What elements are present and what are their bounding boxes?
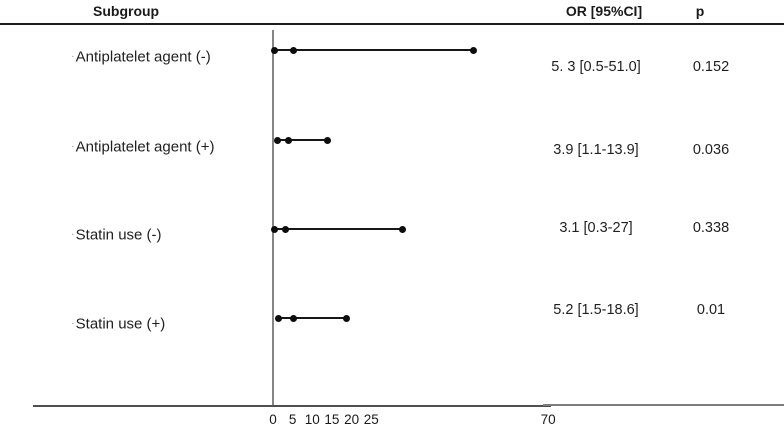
x-tick-label: 0 bbox=[269, 412, 277, 427]
subgroup-label-text: Statin use (-) bbox=[75, 226, 162, 244]
x-tick-label: 70 bbox=[540, 412, 556, 427]
or-point-dot bbox=[289, 314, 297, 322]
p-value: 0.338 bbox=[692, 220, 730, 236]
ci-upper-dot bbox=[399, 225, 407, 233]
column-header-subgroup: Subgroup bbox=[93, 3, 160, 19]
subgroup-label-text: Antiplatelet agent (+) bbox=[75, 138, 215, 156]
subgroup-label: ·Antiplatelet agent (+) bbox=[71, 139, 215, 156]
x-tick-label: 5 bbox=[288, 412, 297, 427]
zero-reference-line bbox=[272, 30, 274, 406]
p-value: 0.01 bbox=[696, 302, 726, 318]
column-header-or-ci: OR [95%CI] bbox=[565, 3, 643, 19]
or-ci-value: 3.1 [0.3-27] bbox=[559, 220, 633, 236]
ci-lower-dot bbox=[271, 46, 279, 54]
or-point-dot bbox=[284, 136, 292, 144]
p-value: 0.036 bbox=[692, 142, 730, 158]
column-header-p: p bbox=[695, 3, 705, 19]
or-point-dot bbox=[290, 46, 298, 54]
subgroup-label-text: Antiplatelet agent (-) bbox=[75, 48, 211, 66]
x-tick-label: 15 bbox=[324, 412, 340, 427]
label-bullet: · bbox=[71, 228, 75, 241]
ci-upper-dot bbox=[342, 314, 350, 322]
p-value: 0.152 bbox=[692, 59, 730, 75]
label-bullet: · bbox=[71, 317, 75, 330]
or-ci-value: 3.9 [1.1-13.9] bbox=[553, 142, 639, 158]
ci-line bbox=[277, 139, 328, 141]
ci-upper-dot bbox=[324, 136, 332, 144]
subgroup-label: ·Antiplatelet agent (-) bbox=[71, 49, 211, 66]
ci-line bbox=[274, 49, 474, 51]
or-point-dot bbox=[281, 225, 289, 233]
x-tick-label: 20 bbox=[344, 412, 360, 427]
ci-lower-dot bbox=[270, 225, 278, 233]
subgroup-label: ·Statin use (-) bbox=[71, 227, 162, 244]
ci-lower-dot bbox=[273, 136, 281, 144]
x-tick-label: 10 bbox=[304, 412, 320, 427]
x-axis-line-right-segment bbox=[543, 404, 784, 406]
x-tick-label: 25 bbox=[363, 412, 379, 427]
label-bullet: · bbox=[71, 50, 75, 63]
ci-lower-dot bbox=[275, 314, 283, 322]
ci-line bbox=[274, 228, 403, 230]
label-bullet: · bbox=[71, 140, 75, 153]
or-ci-value: 5. 3 [0.5-51.0] bbox=[551, 59, 641, 75]
ci-line bbox=[278, 317, 347, 319]
header-separator-line bbox=[0, 23, 784, 25]
subgroup-label: ·Statin use (+) bbox=[71, 316, 165, 333]
subgroup-label-text: Statin use (+) bbox=[75, 315, 166, 333]
x-axis-line bbox=[33, 405, 551, 407]
or-ci-value: 5.2 [1.5-18.6] bbox=[553, 302, 639, 318]
ci-upper-dot bbox=[469, 46, 477, 54]
